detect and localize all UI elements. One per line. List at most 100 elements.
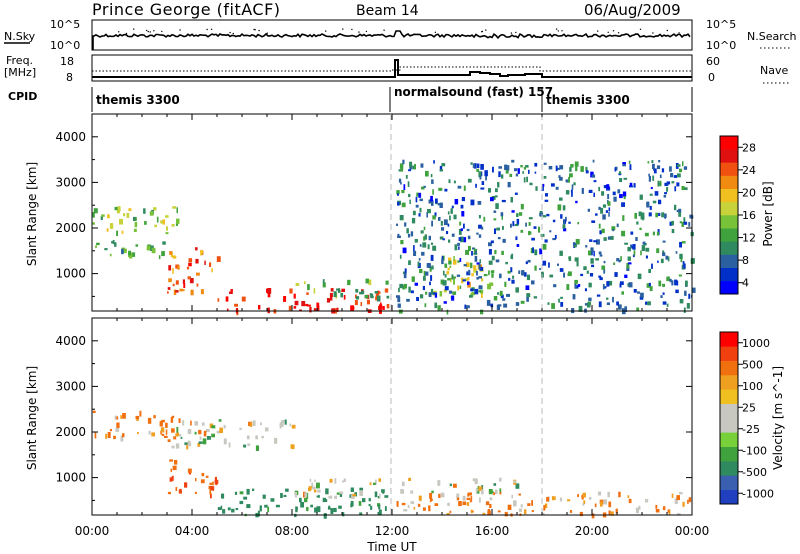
heatmap-cell bbox=[642, 241, 646, 245]
heatmap-cell bbox=[428, 292, 432, 297]
heatmap-cell bbox=[336, 307, 339, 312]
heatmap-cell bbox=[434, 292, 438, 298]
heatmap-cell bbox=[209, 262, 212, 267]
heatmap-cell bbox=[400, 240, 404, 245]
noise-dot bbox=[254, 29, 256, 31]
heatmap-cell bbox=[339, 491, 344, 495]
heatmap-cell bbox=[252, 488, 255, 491]
power-colorbar-label: Power [dB] bbox=[761, 181, 775, 246]
heatmap-cell bbox=[300, 501, 304, 508]
heatmap-cell bbox=[570, 189, 573, 193]
cpid-segment-2: normalsound (fast) 157 bbox=[394, 85, 553, 99]
heatmap-cell bbox=[206, 428, 210, 433]
heatmap-cell bbox=[662, 252, 666, 257]
colorbar-swatch bbox=[720, 175, 738, 189]
heatmap-cell bbox=[588, 297, 592, 302]
heatmap-cell bbox=[676, 164, 681, 167]
heatmap-cell bbox=[610, 511, 614, 516]
heatmap-cell bbox=[241, 296, 246, 302]
heatmap-cell bbox=[649, 205, 652, 210]
heatmap-cell bbox=[511, 279, 515, 284]
y-tick-label: 4000 bbox=[55, 334, 86, 348]
heatmap-cell bbox=[472, 247, 475, 250]
heatmap-cell bbox=[355, 289, 359, 293]
heatmap-cell bbox=[619, 283, 622, 288]
heatmap-cell bbox=[493, 210, 497, 213]
heatmap-cell bbox=[555, 186, 559, 190]
heatmap-cell bbox=[398, 309, 403, 314]
heatmap-cell bbox=[479, 176, 482, 180]
colorbar-tick-label: 500 bbox=[742, 358, 763, 371]
heatmap-cell bbox=[401, 481, 405, 487]
colorbar-swatch bbox=[720, 241, 738, 255]
colorbar-swatch bbox=[720, 475, 738, 490]
heatmap-cell bbox=[653, 168, 657, 174]
heatmap-cell bbox=[640, 250, 642, 256]
heatmap-cell bbox=[563, 220, 566, 226]
heatmap-cell bbox=[147, 417, 152, 424]
heatmap-cell bbox=[554, 234, 557, 239]
heatmap-cell bbox=[427, 244, 430, 250]
heatmap-cell bbox=[308, 486, 312, 490]
heatmap-cell bbox=[330, 296, 333, 301]
heatmap-cell bbox=[439, 169, 443, 172]
heatmap-cell bbox=[248, 421, 252, 427]
heatmap-cell bbox=[493, 296, 498, 301]
heatmap-cell bbox=[170, 417, 174, 423]
colorbar-swatch bbox=[720, 267, 738, 282]
heatmap-cell bbox=[507, 270, 511, 274]
heatmap-cell bbox=[350, 489, 354, 492]
heatmap-cell bbox=[175, 433, 180, 437]
heatmap-cell bbox=[647, 161, 650, 164]
heatmap-cell bbox=[105, 433, 108, 439]
heatmap-cell bbox=[605, 210, 608, 213]
heatmap-cell bbox=[101, 214, 105, 217]
heatmap-cell bbox=[684, 187, 688, 190]
heatmap-cell bbox=[510, 267, 513, 273]
heatmap-cell bbox=[316, 482, 320, 489]
heatmap-cell bbox=[499, 491, 502, 495]
heatmap-cell bbox=[478, 215, 481, 219]
heatmap-cell bbox=[467, 235, 471, 240]
freq-left-label-2: [MHz] bbox=[4, 66, 36, 79]
heatmap-cell bbox=[475, 488, 478, 494]
heatmap-cell bbox=[177, 265, 180, 270]
heatmap-cell bbox=[454, 199, 459, 205]
heatmap-cell bbox=[305, 303, 309, 307]
heatmap-cell bbox=[664, 182, 668, 186]
heatmap-cell bbox=[378, 504, 381, 510]
heatmap-cell bbox=[553, 284, 557, 288]
heatmap-cell bbox=[515, 302, 520, 306]
heatmap-cell bbox=[347, 279, 351, 286]
heatmap-cell bbox=[622, 191, 627, 197]
heatmap-cell bbox=[651, 160, 654, 163]
heatmap-cell bbox=[676, 513, 681, 516]
heatmap-cell bbox=[403, 509, 408, 512]
heatmap-cell bbox=[476, 277, 479, 280]
heatmap-cell bbox=[548, 166, 553, 170]
heatmap-cell bbox=[619, 281, 624, 285]
heatmap-cell bbox=[534, 171, 537, 174]
heatmap-cell bbox=[524, 509, 527, 515]
noise-dot bbox=[232, 32, 234, 35]
heatmap-cell bbox=[453, 256, 455, 261]
heatmap-cell bbox=[465, 250, 469, 255]
colorbar-tick-label: -500 bbox=[742, 466, 767, 479]
heatmap-cell bbox=[461, 197, 465, 202]
heatmap-cell bbox=[496, 227, 500, 231]
heatmap-cell bbox=[478, 290, 482, 293]
heatmap-cell bbox=[691, 258, 695, 264]
heatmap-cell bbox=[384, 506, 387, 511]
heatmap-cell bbox=[304, 281, 306, 284]
heatmap-cell bbox=[430, 195, 433, 202]
heatmap-cell bbox=[169, 459, 174, 462]
heatmap-cell bbox=[580, 273, 584, 277]
heatmap-cell bbox=[649, 286, 653, 292]
heatmap-cell bbox=[619, 194, 623, 199]
heatmap-cell bbox=[626, 262, 630, 269]
heatmap-cell bbox=[478, 276, 482, 279]
heatmap-cell bbox=[453, 278, 455, 285]
noise-dot bbox=[351, 28, 353, 31]
heatmap-cell bbox=[122, 413, 126, 419]
heatmap-cell bbox=[424, 303, 427, 308]
